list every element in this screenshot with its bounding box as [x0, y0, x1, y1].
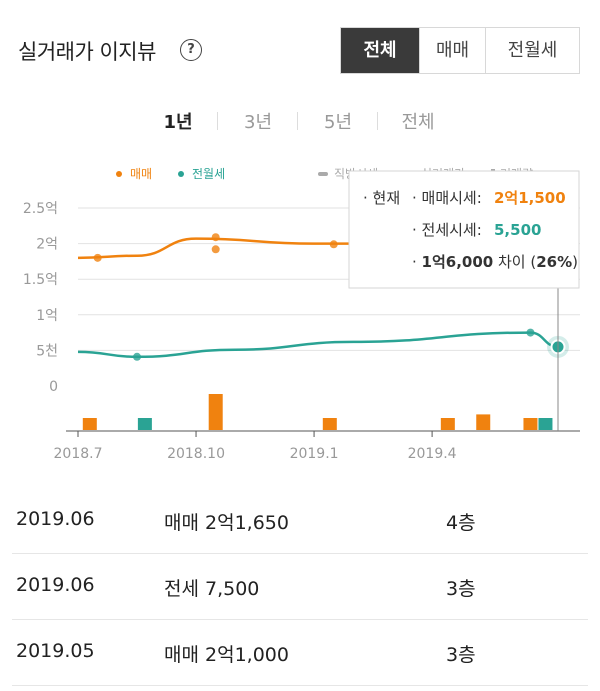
transaction-deal: 전세 7,500 — [164, 578, 260, 600]
volume-bar-sale — [208, 394, 223, 430]
legend-rent-dot — [178, 171, 184, 177]
period-selector: 1년 3년 5년 전체 — [0, 108, 600, 134]
x-axis: 2018.7 2018.10 2019.1 2019.4 — [54, 430, 580, 462]
data-point-sale — [329, 240, 338, 249]
transaction-date: 2019.06 — [16, 574, 95, 596]
volume-bar-sale — [523, 418, 538, 430]
data-point-sale — [93, 253, 102, 262]
y-tick-label: 1.5억 — [23, 272, 58, 288]
period-divider — [217, 112, 218, 130]
legend-sale-dot — [116, 171, 122, 177]
list-item[interactable]: 2019.06 전세 7,500 3층 — [12, 554, 588, 620]
y-tick-label: 2억 — [36, 237, 58, 253]
tooltip-diff: · 1억6,000 차이 (26%) — [412, 253, 578, 271]
deal-type-tabs: 전체 매매 전월세 — [340, 27, 580, 74]
period-all[interactable]: 전체 — [401, 112, 435, 133]
y-axis: 2.5억 2억 1.5억 1억 5천 0 — [23, 201, 58, 395]
volume-bar-sale — [476, 414, 491, 430]
tooltip-rent-value: 5,500 — [494, 221, 541, 239]
tooltip-diff-prefix: · — [412, 253, 422, 271]
tooltip-sale-label: · 매매시세: — [412, 189, 482, 207]
tab-rent[interactable]: 전월세 — [485, 28, 579, 73]
transaction-deal: 매매 2억1,650 — [164, 512, 289, 534]
volume-bar-sale — [322, 418, 337, 430]
legend-market-swatch — [318, 172, 328, 176]
volume-bar-sale — [440, 418, 455, 430]
period-divider — [377, 112, 378, 130]
tooltip-diff-end: ) — [572, 253, 578, 271]
y-tick-label: 1억 — [36, 308, 58, 324]
data-point-rent — [133, 352, 142, 361]
y-tick-label: 2.5억 — [23, 201, 58, 217]
transaction-floor: 4층 — [446, 512, 476, 534]
tooltip-diff-pct: 26% — [536, 253, 572, 271]
transaction-date: 2019.05 — [16, 640, 95, 662]
transaction-deal: 매매 2억1,000 — [164, 644, 289, 666]
tab-sale[interactable]: 매매 — [419, 28, 485, 73]
tooltip: · 현재 · 매매시세: 2억1,500 · 전세시세: 5,500 · 1억6… — [348, 170, 580, 289]
legend-rent-label: 전월세 — [192, 167, 225, 181]
period-divider — [297, 112, 298, 130]
data-point-rent — [526, 328, 535, 337]
period-5y[interactable]: 5년 — [323, 112, 353, 133]
y-tick-label: 5천 — [36, 343, 58, 359]
tooltip-diff-value: 1억6,000 — [422, 253, 494, 271]
tooltip-current: · 현재 — [363, 189, 400, 207]
volume-bar-sale — [82, 418, 97, 430]
series-line-rent — [77, 331, 559, 359]
legend-sale-label: 매매 — [130, 167, 152, 181]
header: 실거래가 이지뷰 ? 전체 매매 전월세 — [0, 0, 600, 100]
x-tick-label: 2018.10 — [167, 446, 225, 462]
period-3y[interactable]: 3년 — [243, 112, 273, 133]
volume-bars — [82, 394, 553, 430]
page-title: 실거래가 이지뷰 — [18, 40, 156, 64]
x-tick-label: 2019.4 — [408, 446, 457, 462]
data-point-sale — [211, 233, 220, 242]
y-tick-label: 0 — [49, 379, 58, 395]
tooltip-box — [348, 170, 580, 289]
transaction-floor: 3층 — [446, 578, 476, 600]
list-item[interactable]: 2019.05 매매 2억1,000 3층 — [12, 620, 588, 686]
volume-bar-rent — [137, 418, 152, 430]
question-circle-icon[interactable]: ? — [180, 39, 202, 61]
data-point-sale — [211, 245, 220, 254]
volume-bar-rent — [538, 418, 553, 430]
tab-all[interactable]: 전체 — [341, 28, 419, 73]
period-1y[interactable]: 1년 — [163, 112, 193, 133]
x-tick-label: 2018.7 — [54, 446, 103, 462]
tooltip-rent-label: · 전세시세: — [412, 221, 482, 239]
list-item[interactable]: 2019.06 매매 2억1,650 4층 — [12, 488, 588, 554]
transaction-floor: 3층 — [446, 644, 476, 666]
tooltip-sale-value: 2억1,500 — [494, 189, 566, 207]
transaction-date: 2019.06 — [16, 508, 95, 530]
x-tick-label: 2019.1 — [290, 446, 339, 462]
tooltip-diff-mid: 차이 ( — [493, 253, 536, 271]
